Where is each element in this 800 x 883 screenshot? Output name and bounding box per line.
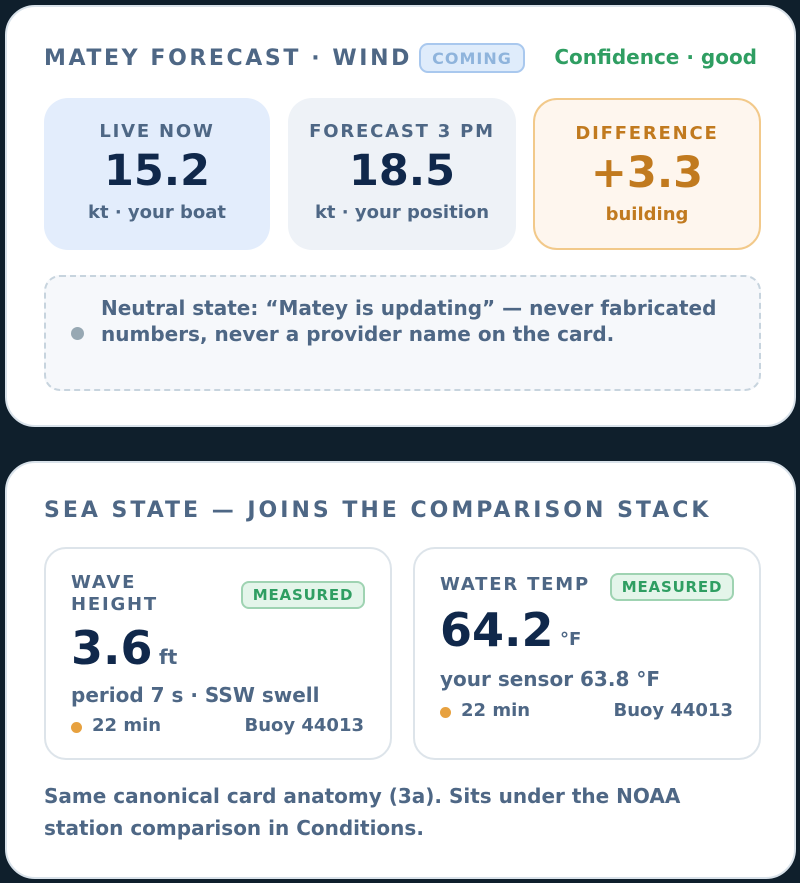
live-now-value: 15.2 bbox=[103, 146, 211, 196]
wave-height-value: 3.6 bbox=[71, 621, 153, 675]
temp-source: Buoy 44013 bbox=[613, 700, 733, 721]
neutral-state-note: Neutral state: “Matey is updating” — nev… bbox=[44, 275, 761, 391]
wave-source: Buoy 44013 bbox=[244, 715, 364, 736]
water-temp-unit: °F bbox=[560, 629, 582, 650]
wave-height-tile: WAVE HEIGHT MEASURED 3.6 ft period 7 s ·… bbox=[44, 547, 392, 760]
water-temp-measured-badge: MEASURED bbox=[610, 573, 734, 601]
live-now-tile: LIVE NOW 15.2 kt · your boat bbox=[44, 98, 270, 250]
forecast-tile: FORECAST 3 PM 18.5 kt · your position bbox=[288, 98, 516, 250]
wave-period-detail: period 7 s · SSW swell bbox=[71, 683, 320, 707]
sea-state-card: SEA STATE — JOINS THE COMPARISON STACK W… bbox=[5, 461, 796, 879]
difference-label: DIFFERENCE bbox=[575, 123, 719, 144]
forecast-value: 18.5 bbox=[348, 146, 456, 196]
forecast-unit: kt · your position bbox=[314, 202, 490, 223]
water-temp-value: 64.2 bbox=[440, 603, 554, 657]
wave-age-dot-icon bbox=[71, 722, 82, 733]
difference-trend: building bbox=[605, 204, 689, 225]
sensor-comparison: your sensor 63.8 °F bbox=[440, 667, 660, 691]
temp-age: 22 min bbox=[461, 700, 531, 721]
confidence-label: Confidence · good bbox=[554, 45, 757, 69]
wind-card-title: MATEY FORECAST · WIND bbox=[44, 46, 412, 71]
wave-measured-badge: MEASURED bbox=[241, 581, 365, 609]
neutral-state-text: Neutral state: “Matey is updating” — nev… bbox=[101, 296, 717, 346]
water-temp-tile: WATER TEMP MEASURED 64.2 °F your sensor … bbox=[413, 547, 761, 760]
water-temp-label: WATER TEMP bbox=[440, 574, 590, 595]
neutral-status-dot-icon bbox=[71, 327, 84, 340]
sea-state-title: SEA STATE — JOINS THE COMPARISON STACK bbox=[44, 498, 712, 523]
wave-height-label-line1: WAVE bbox=[71, 572, 137, 593]
coming-badge: COMING bbox=[419, 43, 525, 73]
wind-forecast-card: MATEY FORECAST · WIND COMING Confidence … bbox=[5, 5, 796, 427]
live-now-label: LIVE NOW bbox=[99, 121, 215, 142]
forecast-label: FORECAST 3 PM bbox=[309, 121, 495, 142]
difference-tile: DIFFERENCE +3.3 building bbox=[533, 98, 761, 250]
wave-height-label-line2: HEIGHT bbox=[71, 594, 158, 615]
live-now-unit: kt · your boat bbox=[87, 202, 226, 223]
temp-age-dot-icon bbox=[440, 707, 451, 718]
wave-age: 22 min bbox=[92, 715, 162, 736]
wave-height-unit: ft bbox=[159, 645, 178, 669]
difference-value: +3.3 bbox=[590, 148, 704, 198]
sea-state-footnote: Same canonical card anatomy (3a). Sits u… bbox=[44, 784, 681, 840]
